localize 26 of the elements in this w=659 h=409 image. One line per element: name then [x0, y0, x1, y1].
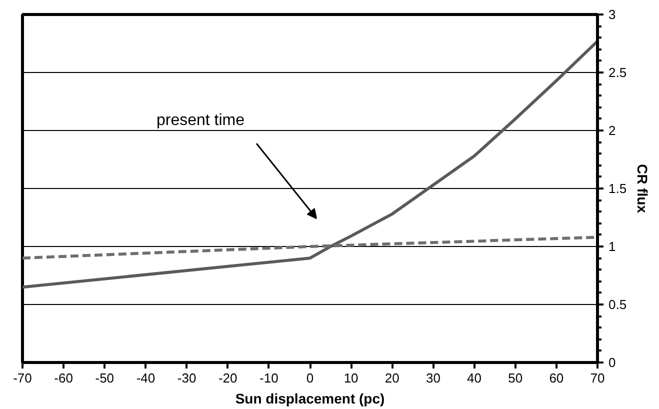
- x-tick-label: -60: [54, 370, 73, 386]
- x-tick-label: -40: [136, 370, 156, 386]
- line-series: [22, 40, 598, 289]
- x-tick-label: 50: [508, 370, 523, 386]
- y-tick-label: 0.5: [608, 297, 627, 312]
- y-tick-label: 0: [608, 355, 616, 370]
- y-tick-label: 1.5: [608, 181, 627, 196]
- x-tick-label: 0: [306, 370, 314, 386]
- y-tick-label: 2: [608, 123, 616, 138]
- x-tick-label: 70: [590, 370, 605, 386]
- x-tick-label: -30: [177, 370, 196, 386]
- x-tick-label: -20: [218, 370, 238, 386]
- x-tick-label: -50: [95, 370, 114, 386]
- annotation: present time: [156, 112, 245, 129]
- x-tick-label: 20: [384, 370, 400, 386]
- x-tick-label: -70: [13, 370, 32, 386]
- x-tick-label: 30: [426, 370, 440, 386]
- y-axis-title: CR flux: [634, 164, 651, 214]
- y-tick-label: 3: [608, 7, 616, 22]
- x-axis-title: Sun displacement (pc): [235, 390, 385, 406]
- x-tick-label: 60: [549, 370, 564, 386]
- y-tick-label: 2.5: [608, 65, 627, 80]
- y-tick-label: 1: [608, 239, 616, 254]
- x-tick-label: 10: [344, 370, 358, 386]
- x-tick-label: -10: [260, 370, 278, 386]
- x-tick-label: 40: [467, 370, 482, 386]
